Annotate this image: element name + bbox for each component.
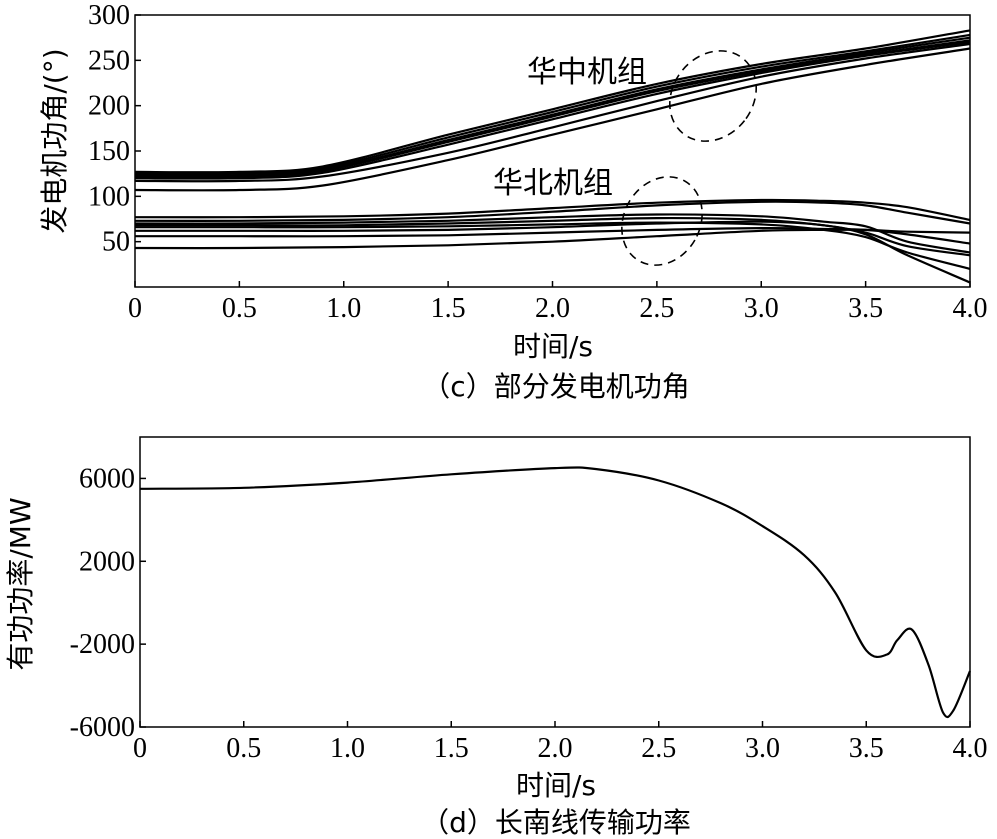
chart-1-xtick-label: 3.0 — [745, 733, 780, 764]
chart-c-caption: （c）部分发电机功角 — [422, 370, 689, 403]
power-curve — [139, 466, 972, 719]
angle-curve-huabei-2 — [134, 200, 971, 225]
chart-0-xtick-label: 4.0 — [953, 293, 988, 324]
angle-curve-huabei-5 — [135, 221, 971, 270]
chart-c-ticks: 0 0.5 1.0 1.5 2.0 2.5 3.0 3.5 4.0 50 100 150 200 250 3… — [88, 0, 988, 324]
angle-curve-huazhong-6 — [134, 42, 971, 183]
chart-1-xtick-label: 4.0 — [953, 733, 988, 764]
chart-0-xtick-label: 0.5 — [222, 293, 257, 324]
chart-1-xtick-label: 1.0 — [330, 733, 365, 764]
chart-0-ytick-label: 300 — [88, 0, 130, 31]
chart-d-ylabel: 有功功率/MW — [4, 497, 37, 670]
chart-0-ytick-label: 200 — [88, 91, 130, 122]
chart-1-xtick-label: 3.5 — [849, 733, 884, 764]
chart-0-xtick-label: 3.0 — [744, 293, 779, 324]
chart-c-lines — [134, 29, 971, 284]
angle-curve-huazhong-5 — [134, 41, 971, 180]
chart-0-xtick-label: 2.0 — [535, 293, 570, 324]
chart-0-xtick-label: 1.0 — [326, 293, 361, 324]
chart-0-ytick-label: 100 — [88, 181, 130, 212]
chart-1-xtick-label: 2.0 — [538, 733, 573, 764]
chart-1-ytick-label: 6000 — [79, 463, 135, 494]
angle-curve-huazhong-2 — [134, 33, 971, 176]
angle-curve-huabei-1 — [134, 198, 971, 221]
chart-1-ytick-label: 2000 — [79, 546, 135, 577]
chart-0-xtick-label: 1.5 — [431, 293, 466, 324]
chart-1-xtick-label: 1.5 — [434, 733, 469, 764]
chart-d-ticks: 0 0.5 1.0 1.5 2.0 2.5 3.0 3.5 4.0 -6000 -2000 2000 6… — [70, 463, 988, 764]
angle-curve-huazhong-1 — [134, 29, 971, 174]
chart-1-ytick-label: -2000 — [70, 629, 135, 660]
chart-d-xlabel: 时间/s — [516, 769, 596, 802]
annotation-huazhong: 华中机组 — [527, 55, 647, 90]
chart-d-lines — [139, 466, 972, 719]
chart-d-caption: （d）长南线传输功率 — [421, 806, 691, 839]
chart-1-xtick-label: 0.5 — [226, 733, 261, 764]
chart-0-ytick-label: 150 — [88, 136, 130, 167]
angle-curve-huabei-8 — [134, 228, 971, 250]
angle-curve-huazhong-7 — [134, 47, 971, 192]
angle-curve-huabei-3 — [134, 213, 971, 254]
chart-1-xtick-label: 0 — [133, 733, 147, 764]
chart-1-xtick-label: 2.5 — [641, 733, 676, 764]
chart-0-xtick-label: 0 — [128, 293, 142, 324]
annotation-huabei: 华北机组 — [493, 166, 613, 201]
chart-c-xlabel: 时间/s — [513, 330, 593, 363]
annotation-ellipse-huabei — [621, 176, 703, 266]
chart-c: 0 0.5 1.0 1.5 2.0 2.5 3.0 3.5 4.0 50 100 150 200 250 3… — [38, 0, 988, 403]
chart-0-xtick-label: 3.5 — [848, 293, 883, 324]
chart-c-ylabel: 发电机功角/(°) — [38, 48, 71, 233]
chart-1-ytick-label: -6000 — [70, 712, 135, 743]
chart-d-frame — [139, 436, 971, 728]
angle-curve-huabei-6 — [135, 220, 971, 284]
chart-0-xtick-label: 2.5 — [639, 293, 674, 324]
chart-0-ytick-label: 250 — [88, 45, 130, 76]
angle-curve-huabei-4 — [135, 216, 971, 257]
chart-0-ytick-label: 50 — [102, 227, 130, 258]
chart-d: 0 0.5 1.0 1.5 2.0 2.5 3.0 3.5 4.0 -6000 -2000 2000 6… — [4, 436, 988, 839]
